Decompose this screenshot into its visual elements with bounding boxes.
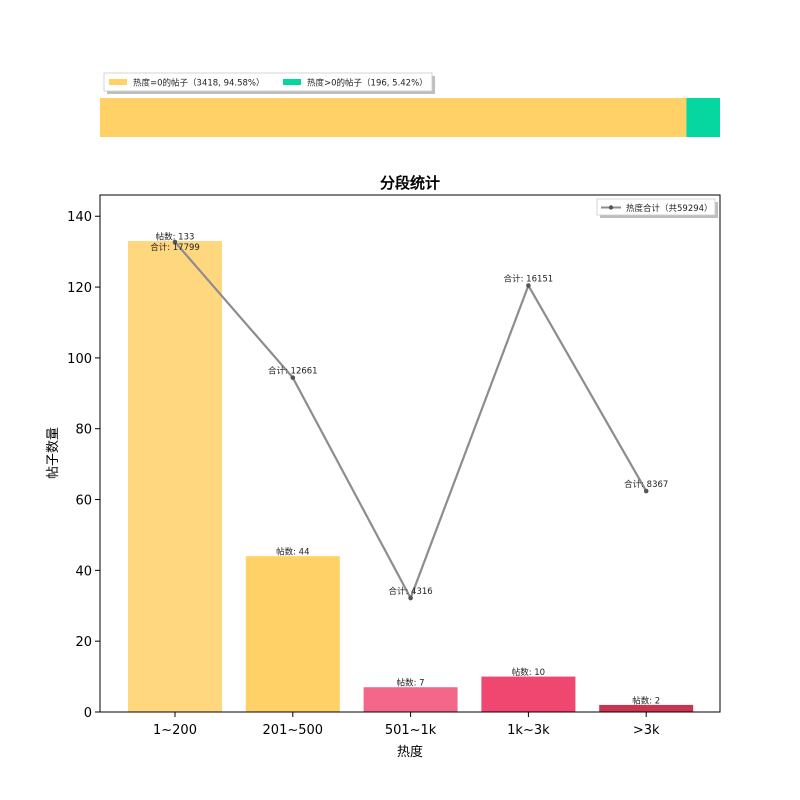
bar [599, 704, 694, 712]
line-data-label: 合计: 12661 [268, 366, 318, 377]
line-data-label: 合计: 4316 [388, 586, 432, 597]
legend-label-zero: 热度=0的帖子（3418, 94.58%） [133, 78, 264, 89]
bar [481, 676, 576, 712]
y-tick-label: 60 [75, 494, 92, 509]
share-segment-zero [100, 98, 687, 137]
bar [245, 556, 340, 712]
y-axis: 0 20 40 60 80 100 120 140 [67, 210, 100, 721]
line-point [290, 375, 296, 380]
line-data-label: 合计: 8367 [624, 479, 668, 490]
line-legend-frame [596, 198, 716, 216]
chart-title: 分段统计 [380, 174, 440, 192]
line-point [643, 488, 649, 494]
x-tick-label: 1k~3k [507, 723, 550, 738]
x-tick-label: 1~200 [153, 723, 197, 738]
legend-label-positive: 热度>0的帖子（196, 5.42%） [307, 78, 428, 89]
y-tick-label: 20 [75, 635, 92, 650]
line-point [172, 239, 178, 245]
bars-group: 帖数: 133 帖数: 44 帖数: 7 帖数: 10 帖数: 2 [128, 232, 694, 712]
y-tick-label: 120 [67, 281, 92, 296]
bar-data-label: 帖数: 2 [632, 695, 660, 706]
bar-data-label: 帖数: 133 [156, 232, 195, 243]
y-tick-label: 0 [84, 706, 92, 721]
y-tick-label: 100 [67, 352, 92, 367]
y-tick-label: 140 [67, 210, 92, 225]
line-group: 合计: 17799 合计: 12661 合计: 4316 合计: 16151 合计: 8… [150, 239, 668, 601]
line-data-label: 合计: 17799 [150, 242, 200, 253]
line-legend-label: 热度合计（共59294） [626, 203, 713, 214]
bar-data-label: 帖数: 10 [512, 667, 545, 678]
share-segment-positive [686, 98, 720, 137]
legend-frame [103, 72, 433, 92]
plot-frame [99, 194, 721, 713]
bar-data-label: 帖数: 44 [276, 547, 309, 558]
x-tick-label: >3k [633, 723, 660, 738]
legend-swatch-zero [109, 79, 127, 85]
share-bar [100, 98, 720, 137]
y-tick-label: 80 [75, 423, 92, 438]
y-axis-label: 帖子数量 [46, 427, 61, 479]
line-data-label: 合计: 16151 [504, 274, 554, 285]
x-tick-label: 501~1k [385, 723, 437, 738]
line-legend-marker [608, 205, 614, 210]
x-tick-label: 201~500 [263, 723, 324, 738]
x-axis-label: 热度 [397, 744, 423, 760]
line-series-path [174, 241, 648, 601]
bar [128, 241, 222, 712]
legend-swatch-positive [283, 79, 301, 85]
line-point [408, 595, 413, 601]
x-axis: 1~200 201~500 501~1k 1k~3k >3k [153, 712, 660, 738]
bar [363, 687, 458, 712]
y-tick-label: 40 [75, 564, 92, 579]
line-legend: 热度合计（共59294） [596, 198, 718, 218]
bar-data-label: 帖数: 7 [397, 678, 425, 689]
line-point [526, 283, 531, 288]
share-legend: 热度=0的帖子（3418, 94.58%） 热度>0的帖子（196, 5.42%… [103, 72, 435, 94]
